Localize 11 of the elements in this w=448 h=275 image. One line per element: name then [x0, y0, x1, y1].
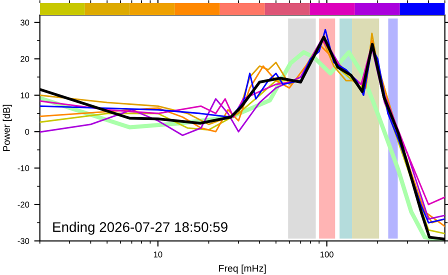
- y-tick-label: -30: [18, 238, 30, 244]
- y-tick-label: 10: [20, 92, 30, 98]
- x-tick-label: 100: [320, 252, 334, 258]
- y-tick-label: -10: [18, 165, 30, 172]
- annotation: Ending 2026-07-27 18:50:59: [53, 222, 228, 235]
- y-tick-label: 30: [20, 20, 30, 26]
- y-tick-label: -20: [18, 202, 30, 208]
- x-axis-title: Freq [mHz]: [219, 264, 266, 274]
- y-tick-label: 20: [20, 56, 30, 62]
- y-tick-label: 0: [25, 128, 30, 135]
- y-axis-title: Power [dB]: [2, 104, 12, 151]
